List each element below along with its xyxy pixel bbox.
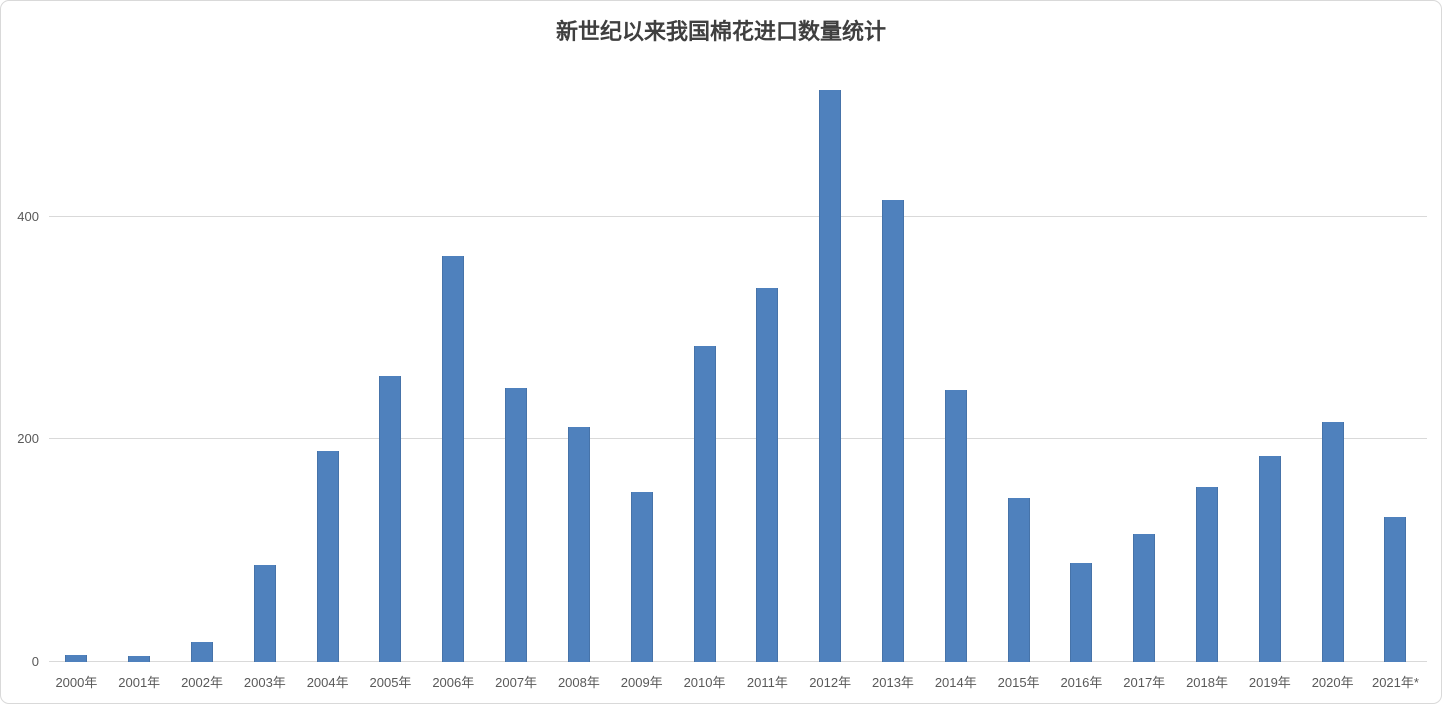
bar-2004年 [316,450,339,662]
x-tick-label-2002年: 2002年 [181,675,223,690]
bar-cell-2016年 [1050,61,1113,662]
bar-2021年* [1384,517,1407,662]
bar-cell-2005年 [359,61,422,662]
x-tick-label-2014年: 2014年 [934,675,977,690]
x-tick-label-2021年*: 2021年* [1371,675,1419,690]
y-axis-labels: 0 200 400 [1,61,39,669]
bar-2002年 [191,641,214,662]
bars-row [45,61,1427,662]
bar-2009年 [630,491,653,662]
bar-2001年 [128,656,151,662]
bar-2007年 [505,388,528,662]
bar-cell-2013年 [862,61,925,662]
bar-cell-2018年 [1176,61,1239,662]
x-tick-label-2000年: 2000年 [55,675,98,690]
bar-2011年 [756,288,779,662]
bar-cell-2012年 [799,61,862,662]
bar-2005年 [379,375,402,662]
bar-cell-2007年 [485,61,548,662]
gridline-layer [49,61,1427,662]
bar-2020年 [1321,421,1344,662]
bar-cell-2002年 [171,61,234,662]
x-tick-label-2008年: 2008年 [557,675,600,690]
bar-cell-2000年 [45,61,108,662]
x-tick-label-2009年: 2009年 [620,675,663,690]
bar-cell-2020年 [1301,61,1364,662]
gridline-200 [49,438,1427,440]
bar-cell-2004年 [296,61,359,662]
x-axis-labels: 2000年 2001年 2002年 2003年 2004年 2005年 2006年 2007年… [45,672,1427,691]
x-tick-label-2007年: 2007年 [495,675,538,690]
bar-cell-2010年 [673,61,736,662]
gridline-0 [49,661,1427,662]
x-tick-label-2005年: 2005年 [369,675,412,690]
x-tick-label-2020年: 2020年 [1311,675,1354,690]
plot-area [45,61,1427,662]
x-tick-label-2003年: 2003年 [243,675,286,690]
bar-cell-2001年 [108,61,171,662]
y-tick-label-400: 400 [17,208,39,224]
bar-cell-2021年* [1364,61,1427,662]
chart-title: 新世纪以来我国棉花进口数量统计 [555,19,886,44]
x-tick-label-2006年: 2006年 [432,675,475,690]
x-tick-label-2010年: 2010年 [683,675,726,690]
bar-cell-2015年 [987,61,1050,662]
x-tick-label-2013年: 2013年 [872,675,914,690]
bar-cell-2003年 [233,61,296,662]
bar-2000年 [65,655,88,662]
bar-2017年 [1133,534,1156,662]
y-tick-label-0: 0 [31,654,39,669]
y-tick-label-200: 200 [17,431,39,447]
x-tick-label-2011年: 2011年 [746,675,788,690]
bar-2003年 [253,565,276,662]
bar-2014年 [944,390,967,662]
bar-cell-2006年 [422,61,485,662]
bar-cell-2008年 [548,61,611,662]
bar-cell-2019年 [1238,61,1301,662]
x-tick-label-2012年: 2012年 [809,675,852,690]
x-tick-label-2019年: 2019年 [1248,675,1291,690]
bar-2008年 [567,427,590,662]
bar-cell-2017年 [1113,61,1176,662]
bar-2006年 [442,255,465,662]
x-tick-label-2017年: 2017年 [1123,675,1166,690]
bar-cell-2009年 [610,61,673,662]
bar-2018年 [1196,487,1219,662]
bar-2013年 [881,200,904,662]
bar-2015年 [1007,498,1030,662]
x-tick-label-2004年: 2004年 [306,675,349,690]
bar-2019年 [1258,456,1281,662]
x-tick-label-2016年: 2016年 [1060,675,1103,690]
bar-2016年 [1070,562,1093,662]
bar-cell-2014年 [924,61,987,662]
gridline-400 [49,215,1427,217]
x-tick-label-2015年: 2015年 [997,675,1040,690]
bar-2012年 [819,89,842,662]
bar-cell-2011年 [736,61,799,662]
x-tick-label-2018年: 2018年 [1186,675,1228,690]
x-tick-label-2001年: 2001年 [118,675,161,690]
bar-2010年 [693,345,716,662]
